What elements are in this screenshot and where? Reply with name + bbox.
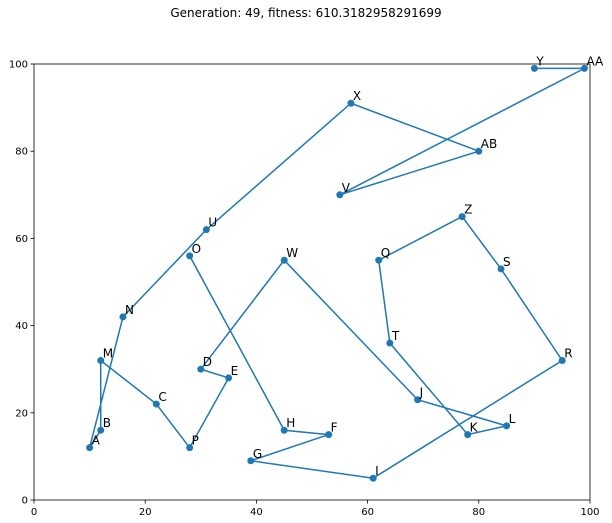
city-label-n: N — [125, 303, 134, 317]
city-label-c: C — [158, 390, 166, 404]
city-point-b — [97, 426, 105, 434]
city-label-l: L — [509, 412, 516, 426]
city-label-h: H — [286, 416, 295, 430]
city-point-k — [464, 431, 472, 439]
city-point-m — [97, 356, 105, 364]
plot-frame — [33, 63, 591, 501]
city-label-v: V — [342, 181, 351, 195]
point-layer — [86, 64, 588, 482]
x-tick-label: 80 — [472, 507, 485, 518]
city-point-d — [197, 365, 205, 373]
city-point-j — [414, 396, 422, 404]
city-point-u — [202, 226, 210, 234]
city-label-g: G — [253, 447, 262, 461]
y-tick-label: 60 — [15, 234, 28, 245]
city-label-m: M — [103, 346, 113, 360]
city-point-s — [497, 265, 505, 273]
city-label-a: A — [92, 434, 101, 448]
axes: 0 20 40 60 80 100 0 20 40 60 80 100 — [9, 60, 600, 519]
city-label-w: W — [286, 246, 298, 260]
y-tick-label: 100 — [9, 60, 28, 71]
city-point-y — [530, 64, 538, 72]
city-point-e — [225, 374, 233, 382]
city-label-d: D — [203, 355, 212, 369]
city-label-u: U — [208, 216, 217, 230]
city-point-i — [369, 474, 377, 482]
city-point-aa — [580, 64, 588, 72]
city-label-i: I — [375, 464, 379, 478]
x-tick-label: 40 — [250, 507, 263, 518]
city-point-x — [347, 99, 355, 107]
city-point-g — [247, 457, 255, 465]
city-label-ab: AB — [481, 137, 497, 151]
city-label-f: F — [331, 421, 338, 435]
city-point-f — [325, 431, 333, 439]
city-label-e: E — [231, 364, 239, 378]
x-tick-label: 0 — [31, 507, 37, 518]
city-point-l — [503, 422, 511, 430]
x-tick-label: 100 — [580, 507, 599, 518]
city-label-aa: AA — [586, 54, 604, 68]
route-line — [88, 67, 585, 479]
y-tick-label: 80 — [15, 147, 28, 158]
city-label-q: Q — [381, 246, 390, 260]
city-point-n — [119, 313, 127, 321]
city-point-p — [186, 444, 194, 452]
city-label-y: Y — [535, 54, 544, 68]
city-label-t: T — [391, 329, 400, 343]
city-label-s: S — [503, 255, 511, 269]
city-point-c — [152, 400, 160, 408]
city-point-a — [86, 444, 94, 452]
city-label-j: J — [419, 386, 424, 400]
city-label-r: R — [564, 346, 572, 360]
city-label-x: X — [353, 89, 361, 103]
city-point-r — [558, 356, 566, 364]
city-point-ab — [475, 147, 483, 155]
route-layer — [88, 67, 585, 479]
city-point-t — [386, 339, 394, 347]
city-point-o — [186, 252, 194, 260]
city-point-w — [280, 256, 288, 264]
x-tick-label: 20 — [139, 507, 152, 518]
city-label-b: B — [103, 416, 111, 430]
city-point-v — [336, 191, 344, 199]
y-tick-label: 0 — [22, 496, 28, 507]
city-label-p: P — [192, 434, 199, 448]
y-tick-label: 40 — [15, 321, 28, 332]
city-label-k: K — [470, 421, 479, 435]
city-label-z: Z — [464, 203, 472, 217]
y-tick-label: 20 — [15, 408, 28, 419]
x-tick-label: 60 — [361, 507, 374, 518]
city-label-o: O — [192, 242, 201, 256]
city-point-q — [375, 256, 383, 264]
city-point-z — [458, 213, 466, 221]
city-point-h — [280, 426, 288, 434]
chart-title: Generation: 49, fitness: 610.31829582916… — [170, 6, 441, 20]
